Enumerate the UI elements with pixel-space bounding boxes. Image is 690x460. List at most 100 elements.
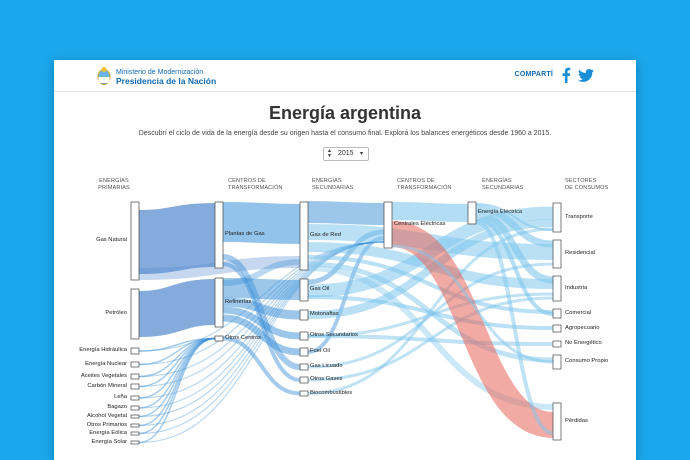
flow-primary-small[interactable]: [138, 337, 216, 444]
node-otros-gases[interactable]: [299, 376, 309, 384]
flow-primary-small[interactable]: [138, 337, 216, 435]
energy-sankey-diagram: [130, 201, 562, 445]
node-alcohol-vegetal[interactable]: [130, 414, 140, 419]
node-label-otros-primarios: Otros Primarios: [86, 421, 127, 428]
flow-primary-small[interactable]: [138, 337, 216, 427]
node-energia-hidraulica[interactable]: [130, 347, 140, 355]
node-petroleo[interactable]: [130, 288, 140, 340]
node-residencial[interactable]: [552, 239, 562, 269]
flow-primary-small[interactable]: [138, 337, 216, 352]
node-no-energetico[interactable]: [552, 340, 562, 348]
top-bar: Ministerio de Modernización Presidencia …: [54, 60, 636, 92]
year-stepper-icon[interactable]: ▲ ▼: [327, 148, 332, 159]
node-consumo-propio[interactable]: [552, 354, 562, 370]
organization-name[interactable]: Ministerio de Modernización Presidencia …: [116, 68, 216, 86]
node-label-industria: Industria: [565, 284, 588, 291]
node-gas-licuado[interactable]: [299, 363, 309, 371]
node-refinerias[interactable]: [214, 277, 224, 328]
flow-gas-natural-plantas[interactable]: [138, 203, 216, 274]
node-agropecuario[interactable]: [552, 324, 562, 333]
node-energia-eolica[interactable]: [130, 431, 140, 436]
flow-primary-small[interactable]: [138, 337, 216, 378]
flow-refinerias-gas-oil[interactable]: [222, 278, 301, 300]
node-label-otros-centros: Otros Centros: [225, 334, 262, 341]
column-header-transformacion-2: CENTROS DE TRANSFORMACIÓN: [397, 178, 452, 191]
node-gas-natural[interactable]: [130, 201, 140, 281]
facebook-icon[interactable]: [561, 67, 571, 83]
page-subtitle: Descubrí el ciclo de vida de la energía …: [138, 130, 552, 137]
node-gas-oil[interactable]: [299, 278, 309, 302]
node-gas-de-red[interactable]: [299, 201, 309, 271]
node-energia-nuclear[interactable]: [130, 361, 140, 368]
flow-otros-centros-biocomb[interactable]: [222, 336, 301, 396]
node-label-otros-secundarios: Otros Secundarios: [310, 332, 359, 338]
flow-primary-small[interactable]: [138, 337, 216, 409]
flow-primary-small[interactable]: [138, 337, 216, 418]
node-label-carbon-mineral: Carbón Mineral: [87, 382, 127, 389]
flows: [138, 201, 555, 444]
node-transporte[interactable]: [552, 202, 562, 233]
node-label-perdidas: Pérdidas: [565, 417, 588, 424]
node-label-fuel-oil: Fuel Oil: [310, 348, 330, 354]
node-aceites-vegetales[interactable]: [130, 373, 140, 380]
node-energia-electrica[interactable]: [467, 201, 477, 225]
flow-plantas-gas-red[interactable]: [222, 202, 301, 244]
coat-of-arms-icon: [97, 67, 111, 85]
node-label-energia-electrica: Energía Eléctrica: [478, 209, 523, 215]
node-bagazo[interactable]: [130, 405, 140, 411]
flow-elec-transporte[interactable]: [475, 203, 554, 231]
flow-primary-small[interactable]: [138, 337, 216, 399]
flow-refinerias-fuel-oil[interactable]: [222, 314, 301, 356]
flow-elec-perdidas[interactable]: [475, 220, 554, 435]
column-header-secundarias-2: ENERGÍAS SECUNDARIAS: [482, 178, 524, 191]
flow-refinerias-gas-red[interactable]: [222, 259, 301, 286]
flow-refinerias-motonaftas[interactable]: [222, 297, 301, 320]
flow-petroleo-refinerias[interactable]: [138, 279, 216, 337]
node-energia-solar[interactable]: [130, 440, 140, 445]
flow-centrales-perdidas[interactable]: [390, 221, 555, 438]
flow-centrales-consumo-propio[interactable]: [391, 244, 554, 364]
column-header-consumos: SECTORES DE CONSUMOS: [565, 178, 609, 191]
node-label-agropecuario: Agropecuario: [565, 324, 600, 331]
node-label-alcohol-vegetal: Alcohol Vegetal: [87, 412, 127, 419]
nodes: [130, 201, 562, 445]
flow-glp-residencial[interactable]: [307, 262, 554, 369]
node-industria[interactable]: [552, 275, 562, 302]
twitter-icon[interactable]: [578, 69, 594, 82]
flow-gas-red-centrales[interactable]: [307, 201, 385, 225]
column-header-primarias: ENERGÍAS PRIMARIAS: [98, 178, 130, 191]
year-value: 2015: [338, 150, 354, 157]
chevron-down-icon: ▾: [360, 151, 364, 157]
node-label-residencial: Residencial: [565, 250, 595, 256]
node-label-refinerias: Refinerías: [225, 298, 252, 305]
node-biocombustibles[interactable]: [299, 390, 309, 397]
node-motonaftas[interactable]: [299, 309, 309, 321]
flow-primary-small[interactable]: [138, 337, 216, 388]
node-label-no-energetico: No Energético: [565, 340, 602, 346]
node-otros-secundarios[interactable]: [299, 331, 309, 341]
column-header-secundarias-1: ENERGÍAS SECUNDARIAS: [312, 178, 354, 191]
node-otros-centros[interactable]: [214, 335, 224, 342]
node-plantas-de-gas[interactable]: [214, 201, 224, 269]
app-window: Ministerio de Modernización Presidencia …: [54, 60, 636, 460]
node-perdidas[interactable]: [552, 402, 562, 441]
node-label-gas-de-red: Gas de Red: [310, 232, 341, 238]
year-selector[interactable]: ▲ ▼ 2015 ▾: [323, 147, 369, 161]
flow-elec-residencial[interactable]: [475, 204, 554, 248]
node-label-comercial: Comercial: [565, 309, 592, 316]
node-label-centrales-electricas: Centrales Eléctricas: [394, 221, 446, 227]
flow-elec-comercial[interactable]: [475, 217, 554, 316]
node-fuel-oil[interactable]: [299, 347, 309, 357]
flow-refinerias-otros-sec[interactable]: [222, 306, 301, 340]
flow-fuel-oil-centrales[interactable]: [307, 236, 385, 354]
ministry-name: Ministerio de Modernización: [116, 69, 204, 76]
node-centrales-electricas[interactable]: [383, 201, 393, 249]
flow-primary-small[interactable]: [138, 337, 216, 366]
node-carbon-mineral[interactable]: [130, 383, 140, 390]
node-otros-primarios[interactable]: [130, 423, 140, 428]
node-label-otros-gases: Otros Gases: [310, 376, 343, 382]
node-comercial[interactable]: [552, 308, 562, 319]
flow-centrales-electrica[interactable]: [391, 202, 469, 222]
node-lena[interactable]: [130, 395, 140, 401]
flow-elec-industria[interactable]: [475, 210, 554, 284]
